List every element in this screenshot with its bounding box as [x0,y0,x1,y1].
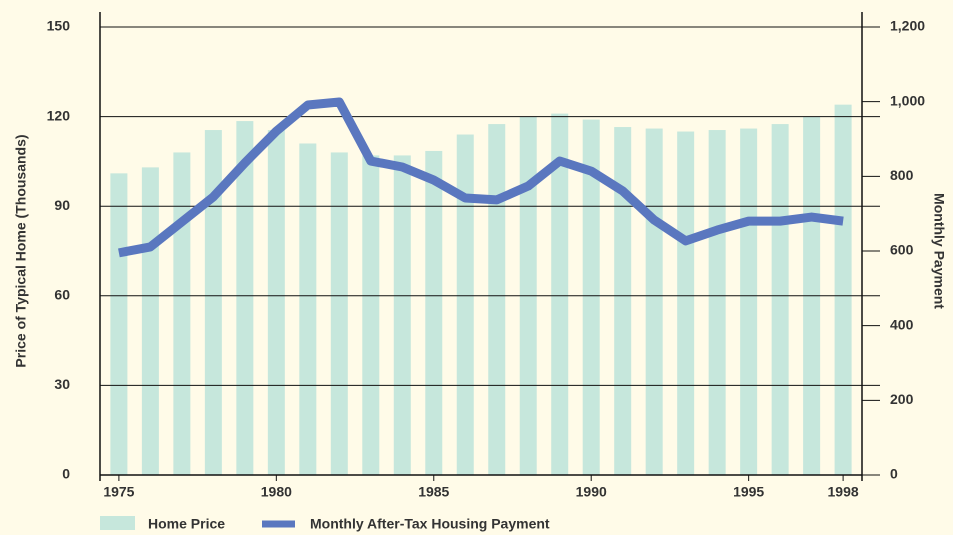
bar [425,150,443,476]
bar [110,173,128,475]
y2-tick-label: 0 [890,466,898,482]
bar [456,134,474,475]
bar [551,113,569,475]
y-axis-label: Price of Typical Home (Thousands) [13,134,29,367]
bar [330,152,348,475]
bar [834,104,852,476]
bar [173,152,191,475]
legend-label: Monthly After-Tax Housing Payment [310,516,550,532]
bar [204,130,222,476]
y-tick-label: 120 [47,107,71,123]
x-tick-label: 1975 [103,484,134,500]
line [118,97,844,258]
y-tick-label: 0 [62,466,70,482]
bar [582,119,600,475]
y2-tick-label: 200 [890,391,914,407]
y2-tick-label: 400 [890,316,914,332]
bar [141,167,159,475]
y2-tick-label: 1,200 [890,18,925,34]
y-tick-label: 60 [54,287,70,303]
legend-label: Home Price [148,516,225,532]
bar [645,128,663,475]
x-tick-label: 1990 [576,484,607,500]
bar [677,131,695,476]
bar [267,130,285,476]
bar [614,127,632,475]
y-tick-label: 90 [54,197,70,213]
bar [362,155,380,475]
y2-axis-label: Monthly Payment [931,193,947,309]
bar [236,121,254,475]
bar [771,124,789,476]
y2-tick-label: 1,000 [890,92,925,108]
y2-tick-label: 800 [890,167,914,183]
x-tick-label: 1985 [418,484,449,500]
legend-swatch [100,516,135,530]
x-tick-label: 1998 [828,484,859,500]
x-tick-label: 1980 [261,484,292,500]
x-tick-label: 1995 [733,484,764,500]
bar [488,124,506,476]
bar [708,130,726,476]
y-tick-label: 30 [54,376,70,392]
bar [393,155,411,475]
y-tick-label: 150 [47,18,71,34]
bar [740,128,758,475]
y2-tick-label: 600 [890,242,914,258]
bar [299,143,317,476]
